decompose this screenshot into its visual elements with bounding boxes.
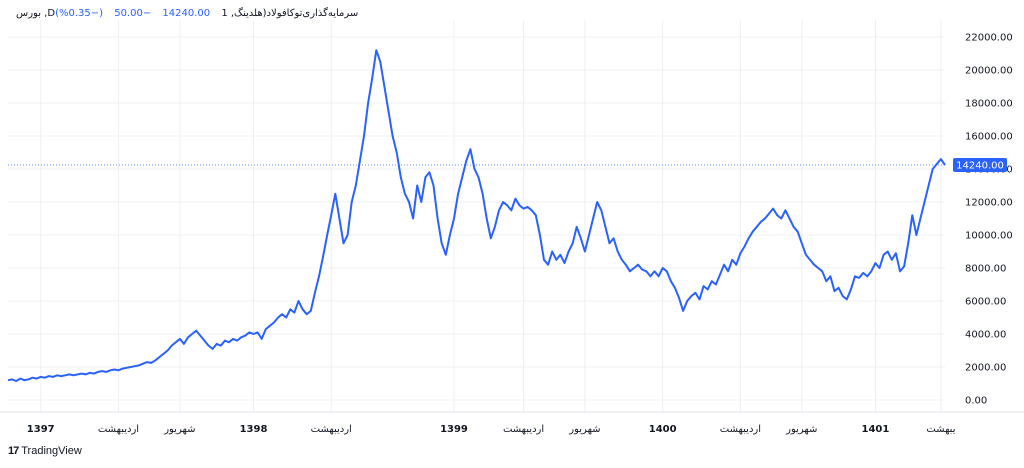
y-tick-label: 18000.00 [965, 99, 1013, 110]
last-price-badge: 14240.00 [953, 158, 1007, 173]
x-tick-label: 1401 [862, 424, 890, 435]
x-tick-label: یبهشت [926, 424, 955, 435]
x-tick-label: 1400 [649, 424, 677, 435]
x-tick-label: شهریور [785, 424, 817, 435]
chart-grid [0, 20, 1024, 413]
change-percent: (−0.35%) [55, 8, 104, 19]
tradingview-branding[interactable]: 17 TradingView [8, 445, 82, 457]
x-tick-label: شهریور [568, 424, 600, 435]
last-price-label: 14240.00 [956, 161, 1004, 172]
y-tick-label: 6000.00 [965, 297, 1006, 308]
x-tick-label: اردیبهشت [98, 424, 139, 435]
price-axis[interactable]: 22000.0020000.0018000.0016000.0014000.00… [965, 33, 1013, 407]
y-tick-label: 16000.00 [965, 132, 1013, 143]
brand-name: TradingView [21, 445, 82, 457]
y-tick-label: 2000.00 [965, 363, 1006, 374]
x-tick-label: اردیبهشت [311, 424, 352, 435]
legend-header: بورس ,Dسرمایه‌گذاری‌توکافولاد(هلدینگ, 1 … [16, 8, 366, 19]
y-tick-label: 10000.00 [965, 231, 1013, 242]
y-tick-label: 12000.00 [965, 198, 1013, 209]
price-value: 14240.00 [162, 8, 211, 19]
x-tick-label: شهریور [163, 424, 195, 435]
time-axis[interactable]: 1397 اردیبهشت شهریور 1398 اردیبهشت 1399 اردیبه… [27, 424, 956, 435]
x-tick-label: اردیبهشت [503, 424, 544, 435]
x-tick-label: 1398 [240, 424, 268, 435]
y-tick-label: 20000.00 [965, 66, 1013, 77]
x-tick-label: اردیبهشت [720, 424, 761, 435]
change-value: −50.00 [114, 8, 152, 19]
y-tick-label: 4000.00 [965, 330, 1006, 341]
symbol-title[interactable]: بورس ,Dسرمایه‌گذاری‌توکافولاد(هلدینگ, 1 [16, 8, 359, 19]
x-tick-label: 1399 [440, 424, 468, 435]
x-tick-label: 1397 [27, 424, 55, 435]
tradingview-logo-icon: 17 [8, 445, 19, 457]
y-tick-label: 22000.00 [965, 33, 1013, 44]
y-tick-label: 0.00 [965, 396, 987, 407]
price-line [7, 49, 946, 382]
y-tick-label: 8000.00 [965, 264, 1006, 275]
